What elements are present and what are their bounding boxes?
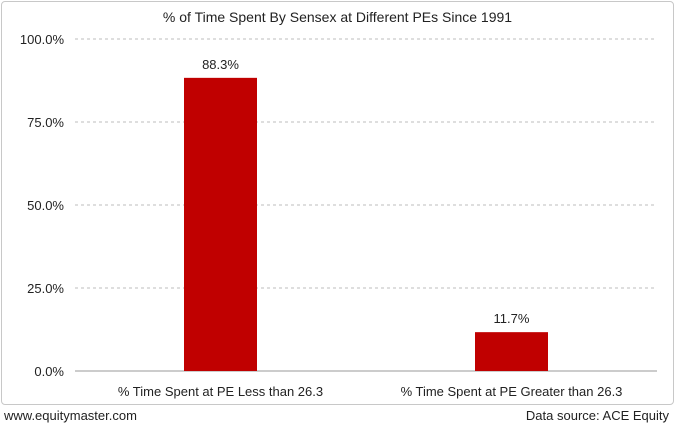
data-label: 11.7% [494, 311, 530, 326]
x-tick-label: % Time Spent at PE Greater than 26.3 [401, 384, 623, 399]
gridlines [75, 38, 657, 289]
website-credit: www.equitymaster.com [4, 408, 137, 423]
bar [475, 332, 548, 371]
y-tick-label: 75.0% [27, 115, 64, 130]
y-axis-ticks: 0.0% 25.0% 50.0% 75.0% 100.0% [20, 32, 65, 379]
chart-title: % of Time Spent By Sensex at Different P… [162, 9, 513, 25]
y-tick-label: 0.0% [34, 364, 64, 379]
x-axis-labels: % Time Spent at PE Less than 26.3 % Time … [118, 384, 623, 399]
y-tick-label: 100.0% [20, 32, 65, 47]
x-tick-label: % Time Spent at PE Less than 26.3 [118, 384, 323, 399]
bars: 88.3% 11.7% [184, 57, 548, 372]
data-source: Data source: ACE Equity [525, 408, 669, 423]
data-label: 88.3% [202, 57, 239, 72]
bar [184, 77, 257, 372]
chart-frame [1, 1, 674, 405]
y-tick-label: 50.0% [27, 198, 64, 213]
y-tick-label: 25.0% [27, 281, 64, 296]
